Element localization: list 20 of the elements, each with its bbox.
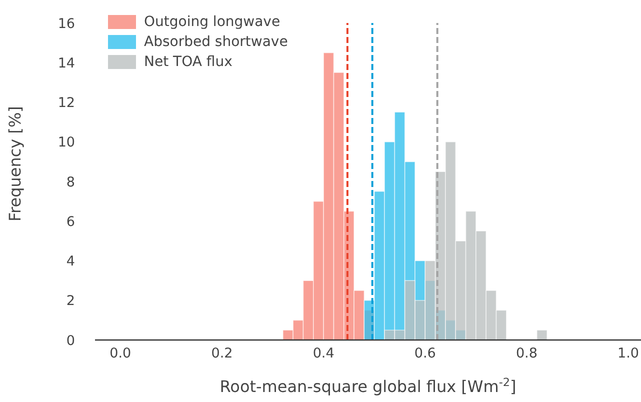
y-tick-label: 8 [66,174,75,190]
y-tick-label: 14 [58,55,75,72]
x-tick-label: 0.6 [414,346,436,362]
legend-label: Outgoing longwave [144,14,280,30]
legend-label: Absorbed shortwave [144,34,288,50]
x-axis-title: Root-mean-square global flux [Wm$^{-2}$] [220,376,516,396]
y-tick-label: 6 [66,214,75,230]
legend-label: Net TOA flux [144,54,232,70]
y-tick-label: 12 [58,95,75,112]
x-tick-label: 0.8 [516,346,538,362]
y-tick-label: 0 [66,332,75,349]
x-tick-label: 0.0 [110,346,132,362]
x-tick-label: 0.4 [312,346,334,362]
y-tick-label: 4 [66,254,75,270]
y-tick-label: 16 [58,16,75,32]
y-tick-label: 2 [66,293,75,310]
y-axis-title: Frequency [%] [6,106,25,222]
x-tick-label: 1.0 [618,346,640,362]
x-tick-label: 0.2 [211,346,233,362]
y-tick-label: 10 [58,134,75,151]
